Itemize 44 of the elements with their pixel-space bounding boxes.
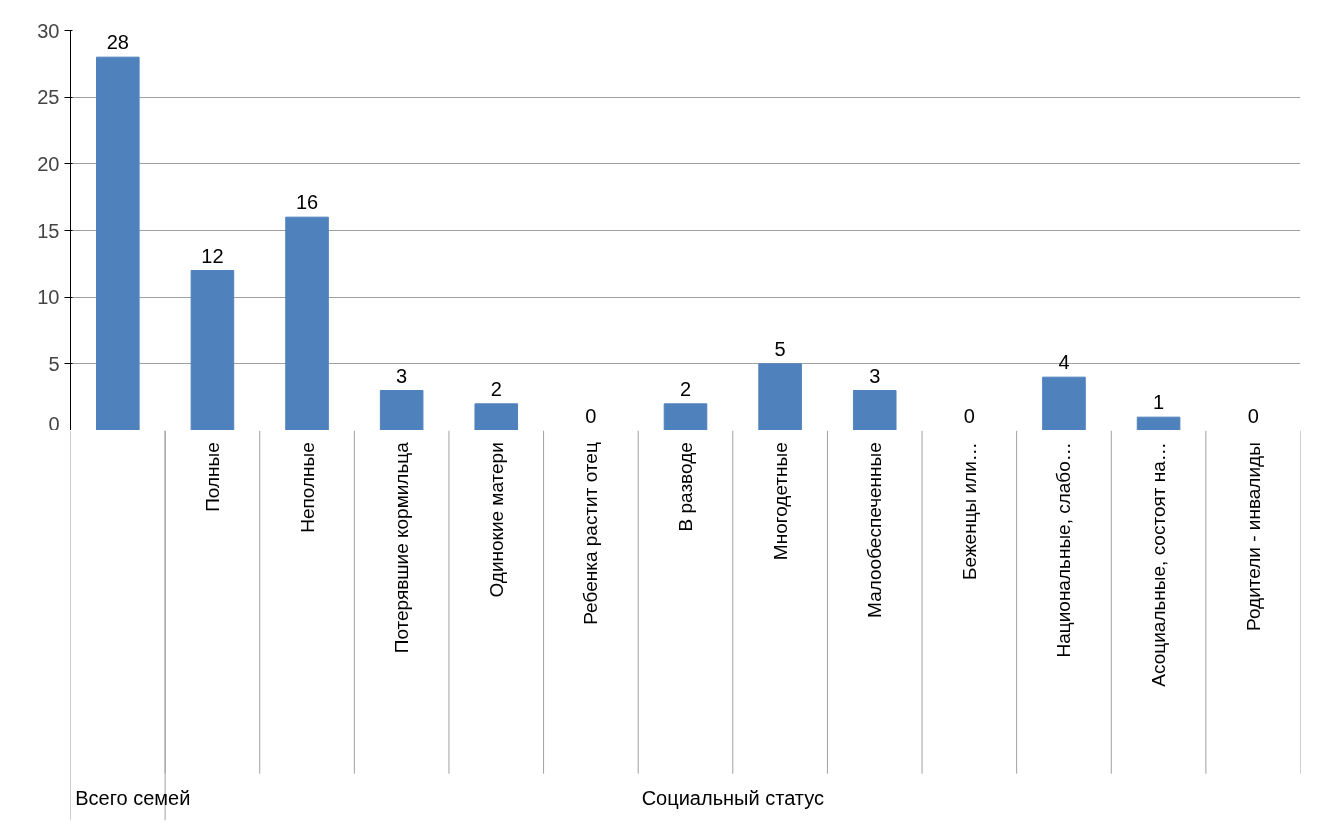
y-tick-label: 15 (37, 219, 60, 242)
text: Всего семей (75, 786, 191, 809)
y-tick-label: 25 (37, 86, 60, 109)
data-label: 3 (869, 364, 881, 387)
data-label: 28 (106, 31, 129, 54)
bar (758, 363, 802, 430)
bar (852, 390, 897, 430)
bar (1042, 376, 1086, 430)
data-label: 0 (963, 404, 975, 427)
bar (663, 403, 708, 430)
bar (1136, 416, 1181, 430)
data-label: 16 (295, 191, 319, 214)
x-tick-label: Ребенка растит отец (580, 442, 602, 625)
y-tick-label: 10 (37, 286, 60, 309)
bar (379, 390, 424, 430)
data-label: 1 (1153, 391, 1165, 414)
x-tick-label: Полные (201, 442, 223, 512)
x-tick-label: Неполные (296, 442, 318, 533)
data-label: 2 (679, 377, 692, 400)
data-label: 0 (585, 404, 597, 427)
y-tick-label: 30 (37, 19, 60, 42)
x-tick-label: Беженцы или… (958, 442, 980, 580)
bar (96, 56, 140, 430)
data-label: 4 (1058, 351, 1070, 374)
y-tick-label: 20 (37, 152, 60, 175)
x-tick-label: Асоциальные, состоят на… (1148, 442, 1170, 687)
x-tick-label: Потерявшие кормильца (391, 441, 413, 654)
data-label: 5 (774, 337, 786, 360)
data-label: 0 (1247, 404, 1259, 427)
data-label: 3 (396, 364, 408, 387)
y-tick-label: 0 (48, 412, 60, 435)
x-tick-label: Национальные, слабо… (1053, 442, 1075, 658)
bar (285, 216, 329, 430)
x-tick-label: В разводе (675, 442, 696, 532)
x-tick-label: Многодетные (769, 442, 791, 561)
x-tick-label: Одинокие матери (485, 442, 507, 598)
y-tick-label: 5 (48, 352, 60, 375)
data-label: 2 (490, 377, 502, 400)
data-label: 12 (201, 244, 224, 267)
x-tick-label: Малообеспеченные (864, 442, 886, 618)
x-tick-label: Родители - инвалиды (1242, 442, 1264, 631)
text: Социальный статус (641, 786, 824, 809)
bar (190, 270, 235, 430)
bar (474, 403, 519, 430)
